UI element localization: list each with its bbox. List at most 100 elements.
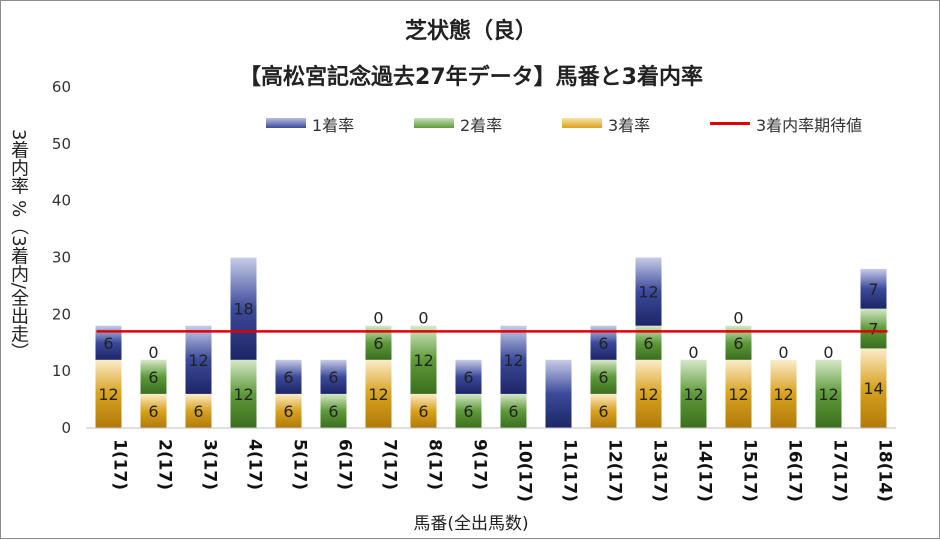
data-label-third-12: 6 xyxy=(598,402,608,421)
data-label-second-15: 6 xyxy=(733,334,743,353)
bar-first-13 xyxy=(635,257,662,326)
y-tick-label: 20 xyxy=(52,305,71,323)
data-label-first-8: 0 xyxy=(418,309,428,328)
y-axis-label: 3着内率 %（3着内/全出走） xyxy=(8,129,29,361)
data-label-third-18: 14 xyxy=(863,379,883,398)
y-tick-label: 10 xyxy=(52,362,71,380)
bar-third-1 xyxy=(95,359,122,428)
data-label-third-13: 12 xyxy=(638,385,658,404)
bar-second-2 xyxy=(140,359,167,394)
x-tick-label-9: 9(17) xyxy=(470,439,490,490)
x-tick-label-5: 5(17) xyxy=(290,439,310,490)
data-label-first-16: 0 xyxy=(778,343,788,362)
data-label-second-13: 6 xyxy=(643,334,653,353)
bar-first-10 xyxy=(500,325,527,394)
bar-third-15 xyxy=(725,359,752,428)
data-label-first-9: 6 xyxy=(463,368,473,387)
x-tick-label-3: 3(17) xyxy=(200,439,220,490)
data-label-third-8: 6 xyxy=(418,402,428,421)
data-label-second-4: 12 xyxy=(233,385,253,404)
bar-second-9 xyxy=(455,393,482,428)
data-label-first-2: 0 xyxy=(148,343,158,362)
data-label-third-3: 6 xyxy=(193,402,203,421)
data-label-second-18: 7 xyxy=(868,320,878,339)
x-tick-label-14: 14(17) xyxy=(695,439,715,502)
y-tick-label: 30 xyxy=(52,249,71,267)
bar-third-16 xyxy=(770,359,797,428)
legend-swatch-third xyxy=(562,118,602,128)
legend-label-third: 3着率 xyxy=(608,116,651,135)
data-label-third-7: 12 xyxy=(368,385,388,404)
bar-first-5 xyxy=(275,359,302,394)
bar-first-11 xyxy=(545,359,572,428)
x-tick-label-2: 2(17) xyxy=(155,439,175,490)
chart-subtitle: 【高松宮記念過去27年データ】馬番と3着内率 xyxy=(239,65,703,90)
x-tick-label-11: 11(17) xyxy=(560,439,580,502)
bar-third-13 xyxy=(635,359,662,428)
data-label-first-14: 0 xyxy=(688,343,698,362)
bar-second-8 xyxy=(410,325,437,394)
legend-swatch-first xyxy=(266,118,306,128)
data-label-third-5: 6 xyxy=(283,402,293,421)
data-label-second-2: 6 xyxy=(148,368,158,387)
data-label-third-1: 12 xyxy=(98,385,118,404)
data-label-second-14: 12 xyxy=(683,385,703,404)
data-label-first-1: 6 xyxy=(103,334,113,353)
data-label-first-3: 12 xyxy=(188,351,208,370)
data-label-first-6: 6 xyxy=(328,368,338,387)
data-label-second-17: 12 xyxy=(818,385,838,404)
chart-title: 芝状態（良） xyxy=(404,19,537,44)
x-tick-label-6: 6(17) xyxy=(335,439,355,490)
data-label-first-17: 0 xyxy=(823,343,833,362)
data-label-second-9: 6 xyxy=(463,402,473,421)
x-tick-label-18: 18(14) xyxy=(875,439,895,502)
bar-third-5 xyxy=(275,393,302,428)
data-label-first-13: 12 xyxy=(638,283,658,302)
x-tick-label-13: 13(17) xyxy=(650,439,670,502)
bar-third-7 xyxy=(365,359,392,428)
y-tick-label: 0 xyxy=(61,419,71,437)
data-label-second-8: 12 xyxy=(413,351,433,370)
legend-swatch-expect xyxy=(710,122,750,125)
bar-second-14 xyxy=(680,359,707,428)
bar-second-6 xyxy=(320,393,347,428)
bar-third-2 xyxy=(140,393,167,428)
bar-third-8 xyxy=(410,393,437,428)
x-tick-label-1: 1(17) xyxy=(110,439,130,490)
data-label-first-5: 6 xyxy=(283,368,293,387)
legend-label-first: 1着率 xyxy=(312,116,355,135)
legend-label-expect: 3着内率期待値 xyxy=(756,116,863,135)
bar-second-12 xyxy=(590,359,617,394)
data-label-first-18: 7 xyxy=(868,280,878,299)
data-label-second-7: 6 xyxy=(373,334,383,353)
legend-swatch-second xyxy=(414,118,454,128)
y-tick-label: 40 xyxy=(52,192,71,210)
data-label-first-10: 12 xyxy=(503,351,523,370)
y-tick-label: 50 xyxy=(52,135,71,153)
bar-third-18 xyxy=(860,348,887,428)
x-tick-label-7: 7(17) xyxy=(380,439,400,490)
data-label-third-16: 12 xyxy=(773,385,793,404)
bar-third-3 xyxy=(185,393,212,428)
x-tick-label-4: 4(17) xyxy=(245,439,265,490)
data-label-first-7: 0 xyxy=(373,309,383,328)
bar-first-4 xyxy=(230,257,257,360)
data-label-second-10: 6 xyxy=(508,402,518,421)
bar-first-6 xyxy=(320,359,347,394)
data-label-first-4: 18 xyxy=(233,300,253,319)
x-tick-label-15: 15(17) xyxy=(740,439,760,502)
bar-first-9 xyxy=(455,359,482,394)
x-tick-label-8: 8(17) xyxy=(425,439,445,490)
data-label-first-12: 6 xyxy=(598,334,608,353)
bar-second-10 xyxy=(500,393,527,428)
x-tick-label-12: 12(17) xyxy=(605,439,625,502)
data-label-second-6: 6 xyxy=(328,402,338,421)
x-tick-label-10: 10(17) xyxy=(515,439,535,502)
bar-second-4 xyxy=(230,359,257,428)
bar-second-18 xyxy=(860,308,887,349)
bar-third-12 xyxy=(590,393,617,428)
x-tick-label-16: 16(17) xyxy=(785,439,805,502)
x-axis-label: 馬番(全出馬数) xyxy=(413,514,529,534)
